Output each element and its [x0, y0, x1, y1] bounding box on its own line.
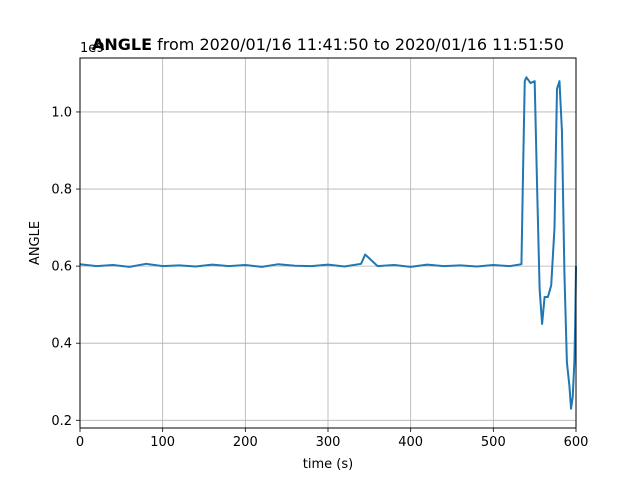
chart-title-rest: from 2020/01/16 11:41:50 to 2020/01/16 1…	[152, 35, 564, 54]
x-axis-ticks: 0 100 200 300 400 500 600	[76, 428, 589, 450]
y-axis-offset-label: 1e9	[80, 41, 105, 56]
grid-lines	[79, 58, 577, 428]
y-tick-label: 1.0	[51, 105, 72, 120]
series-angle-line	[79, 76, 577, 410]
y-tick-label: 0.4	[51, 337, 72, 352]
x-tick-label: 600	[564, 435, 589, 450]
x-tick-label: 400	[398, 435, 423, 450]
y-tick-label: 0.2	[51, 414, 72, 429]
y-tick-label: 0.8	[51, 183, 72, 198]
y-tick-label: 0.6	[51, 260, 72, 275]
x-tick-label: 200	[233, 435, 258, 450]
x-tick-label: 300	[316, 435, 341, 450]
chart-title-bold: ANGLE	[92, 35, 152, 54]
x-tick-label: 500	[481, 435, 506, 450]
series-line-path	[79, 76, 577, 410]
y-axis-ticks: 0.2 0.4 0.6 0.8 1.0	[51, 105, 80, 429]
x-tick-label: 100	[150, 435, 175, 450]
x-axis-label: time (s)	[303, 457, 353, 472]
y-axis-label: ANGLE	[28, 221, 43, 265]
chart-title: ANGLE from 2020/01/16 11:41:50 to 2020/0…	[92, 35, 564, 54]
x-tick-label: 0	[76, 435, 84, 450]
